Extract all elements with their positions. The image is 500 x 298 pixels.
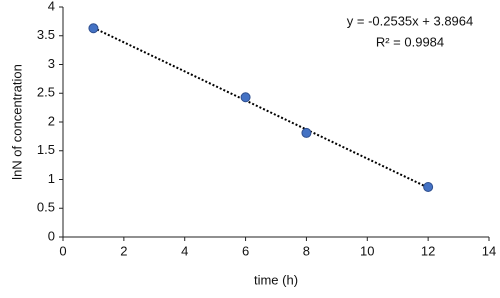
y-tick-label: 2 [48, 113, 55, 128]
x-tick-label: 0 [59, 243, 66, 258]
y-tick-label: 4 [48, 0, 55, 13]
x-axis-label: time (h) [254, 272, 298, 287]
y-tick-label: 2.5 [37, 85, 55, 100]
point [240, 92, 251, 103]
y-axis-label: lnN of concentration [9, 64, 24, 180]
point [423, 181, 434, 192]
y-tick-label: 0.5 [37, 200, 55, 215]
point [88, 23, 99, 34]
trendline [92, 26, 429, 189]
point [301, 127, 312, 138]
r-squared: R² = 0.9984 [376, 34, 444, 49]
x-tick-label: 10 [360, 243, 374, 258]
x-tick-label: 8 [303, 243, 310, 258]
y-tick-label: 3 [48, 56, 55, 71]
x-tick-label: 4 [181, 243, 188, 258]
y-tick-label: 1 [48, 171, 55, 186]
x-tick-label: 6 [242, 243, 249, 258]
y-tick-label: 3.5 [37, 27, 55, 42]
x-tick-label: 14 [482, 243, 496, 258]
x-tick-label: 2 [120, 243, 127, 258]
y-tick-label: 0 [48, 228, 55, 243]
y-tick-label: 1.5 [37, 142, 55, 157]
x-tick-label: 12 [421, 243, 435, 258]
equation: y = -0.2535x + 3.8964 [347, 13, 473, 28]
